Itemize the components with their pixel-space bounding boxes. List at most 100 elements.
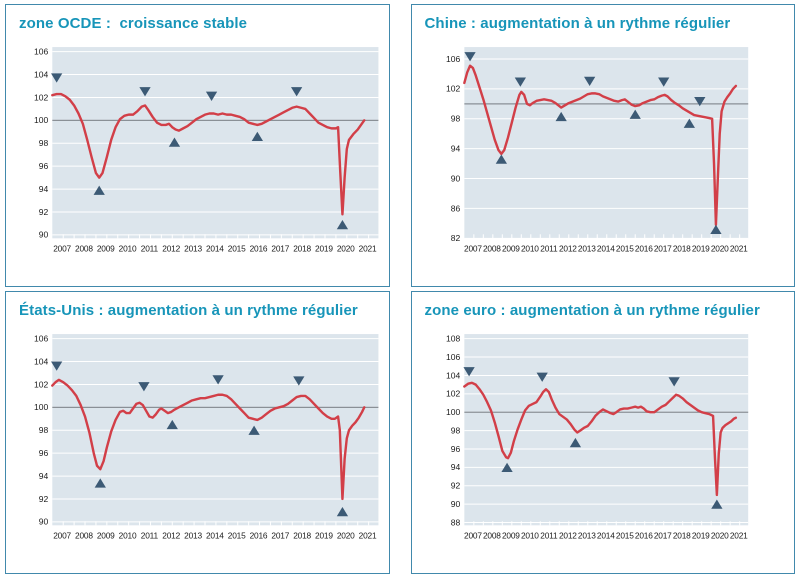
panel-chine: Chine : augmentation à un rythme régulie…	[410, 4, 795, 287]
chart-title-zone-euro: zone euro : augmentation à un rythme rég…	[424, 302, 760, 319]
svg-text:2020: 2020	[337, 243, 355, 253]
svg-text:2008: 2008	[482, 530, 500, 540]
svg-text:100: 100	[34, 402, 49, 412]
svg-text:108: 108	[446, 333, 461, 343]
svg-text:2018: 2018	[293, 243, 311, 253]
svg-text:92: 92	[39, 494, 49, 504]
svg-text:2015: 2015	[228, 530, 246, 540]
svg-text:104: 104	[446, 370, 461, 380]
line-chart-chine: 82 86 90 94 98 102 106 2007 2008 2009 2010 2011 2012…	[446, 47, 748, 253]
svg-text:2014: 2014	[206, 530, 224, 540]
svg-text:2021: 2021	[359, 530, 377, 540]
svg-text:2009: 2009	[501, 243, 519, 253]
svg-text:2014: 2014	[206, 243, 224, 253]
svg-text:2007: 2007	[464, 243, 482, 253]
svg-text:2018: 2018	[672, 243, 690, 253]
svg-text:94: 94	[450, 462, 460, 472]
svg-text:2021: 2021	[729, 243, 747, 253]
svg-text:98: 98	[450, 425, 460, 435]
svg-text:96: 96	[39, 448, 49, 458]
svg-text:2009: 2009	[97, 530, 115, 540]
svg-text:104: 104	[34, 69, 49, 79]
svg-text:90: 90	[39, 517, 49, 527]
svg-text:2008: 2008	[75, 530, 93, 540]
panel-zone-euro: zone euro : augmentation à un rythme rég…	[410, 291, 795, 574]
svg-text:98: 98	[39, 138, 49, 148]
svg-text:98: 98	[450, 114, 460, 124]
svg-text:94: 94	[39, 184, 49, 194]
line-chart-zone-ocde: 90 92 94 96 98 100 102 104 106 2007 2008 2009 2010 20…	[34, 46, 379, 253]
svg-text:2019: 2019	[691, 243, 709, 253]
svg-text:2012: 2012	[162, 243, 180, 253]
panel-zone-ocde: zone OCDE : croissance stable 90 92 94 96 98…	[5, 4, 390, 287]
svg-text:2012: 2012	[558, 243, 576, 253]
svg-text:2021: 2021	[359, 243, 377, 253]
svg-text:2020: 2020	[710, 530, 728, 540]
svg-text:2008: 2008	[75, 243, 93, 253]
svg-text:2017: 2017	[653, 243, 671, 253]
svg-text:2010: 2010	[119, 530, 137, 540]
svg-text:2017: 2017	[271, 530, 289, 540]
chart-title-zone-ocde: zone OCDE : croissance stable	[19, 15, 248, 32]
svg-text:2018: 2018	[293, 530, 311, 540]
svg-text:2017: 2017	[271, 243, 289, 253]
svg-text:2015: 2015	[615, 243, 633, 253]
svg-text:2011: 2011	[540, 243, 558, 253]
svg-text:2020: 2020	[710, 243, 728, 253]
svg-text:86: 86	[450, 203, 460, 213]
chart-title-chine: Chine : augmentation à un rythme régulie…	[424, 15, 731, 32]
svg-text:106: 106	[34, 333, 49, 343]
svg-text:2007: 2007	[53, 243, 71, 253]
svg-text:102: 102	[34, 92, 49, 102]
svg-text:2016: 2016	[250, 243, 268, 253]
svg-text:2009: 2009	[97, 243, 115, 253]
svg-text:100: 100	[34, 115, 49, 125]
svg-text:2019: 2019	[315, 530, 333, 540]
svg-text:92: 92	[39, 207, 49, 217]
svg-text:2013: 2013	[577, 243, 595, 253]
svg-text:2021: 2021	[729, 530, 747, 540]
svg-text:106: 106	[34, 46, 49, 56]
svg-text:2010: 2010	[520, 530, 538, 540]
svg-text:90: 90	[39, 230, 49, 240]
svg-text:102: 102	[34, 379, 49, 389]
svg-text:2016: 2016	[634, 530, 652, 540]
svg-text:98: 98	[39, 425, 49, 435]
svg-text:2007: 2007	[464, 530, 482, 540]
svg-text:100: 100	[446, 407, 461, 417]
svg-text:2014: 2014	[596, 530, 614, 540]
svg-text:2016: 2016	[250, 530, 268, 540]
svg-text:2013: 2013	[577, 530, 595, 540]
svg-text:2018: 2018	[672, 530, 690, 540]
svg-text:92: 92	[450, 481, 460, 491]
svg-text:94: 94	[450, 143, 460, 153]
svg-text:96: 96	[450, 444, 460, 454]
chart-title-etats-unis: États-Unis : augmentation à un rythme ré…	[19, 302, 358, 319]
svg-text:88: 88	[450, 517, 460, 527]
svg-text:2009: 2009	[501, 530, 519, 540]
svg-text:90: 90	[450, 499, 460, 509]
svg-text:2012: 2012	[162, 530, 180, 540]
svg-text:2019: 2019	[315, 243, 333, 253]
svg-text:2011: 2011	[540, 530, 558, 540]
svg-text:106: 106	[446, 54, 461, 64]
svg-text:106: 106	[446, 352, 461, 362]
svg-text:2014: 2014	[596, 243, 614, 253]
svg-text:90: 90	[450, 173, 460, 183]
svg-text:94: 94	[39, 471, 49, 481]
svg-text:96: 96	[39, 161, 49, 171]
svg-text:102: 102	[446, 389, 461, 399]
svg-text:2010: 2010	[119, 243, 137, 253]
svg-text:2010: 2010	[520, 243, 538, 253]
svg-text:104: 104	[34, 356, 49, 366]
svg-text:2016: 2016	[634, 243, 652, 253]
svg-text:2015: 2015	[228, 243, 246, 253]
svg-text:2019: 2019	[691, 530, 709, 540]
svg-text:102: 102	[446, 84, 461, 94]
svg-text:82: 82	[450, 233, 460, 243]
svg-text:2017: 2017	[653, 530, 671, 540]
svg-text:2007: 2007	[53, 530, 71, 540]
svg-text:2012: 2012	[558, 530, 576, 540]
